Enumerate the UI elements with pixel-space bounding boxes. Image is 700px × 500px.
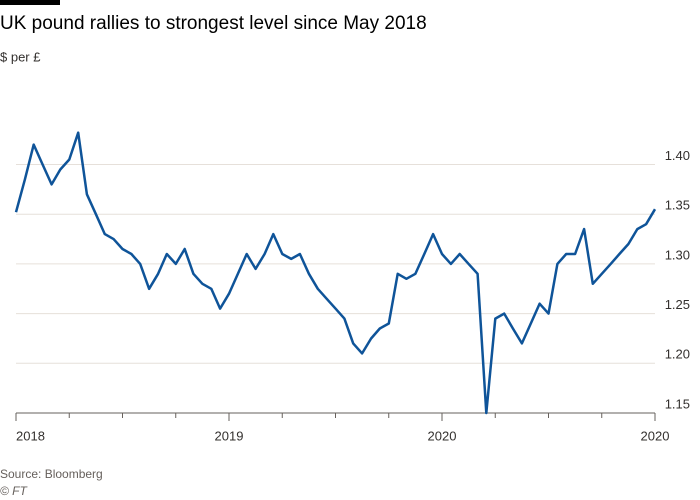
y-tick-label: 1.15 [665,396,690,411]
x-tick-label: 2020 [428,428,457,443]
source: Source: Bloomberg [0,467,103,481]
brand-bar [0,0,60,5]
credit: © FT [0,484,29,498]
price-line [14,131,657,415]
y-tick-label: 1.40 [665,148,690,163]
y-tick-label: 1.25 [665,297,690,312]
y-tick-label: 1.35 [665,198,690,213]
chart-title: UK pound rallies to strongest level sinc… [0,13,427,34]
x-tick-label: 2020 [641,428,670,443]
y-tick-label: 1.20 [665,347,690,362]
x-tick-label: 2018 [16,428,45,443]
x-tick-label: 2019 [215,428,244,443]
chart-subtitle: $ per £ [0,49,41,64]
y-tick-label: 1.30 [665,247,690,262]
